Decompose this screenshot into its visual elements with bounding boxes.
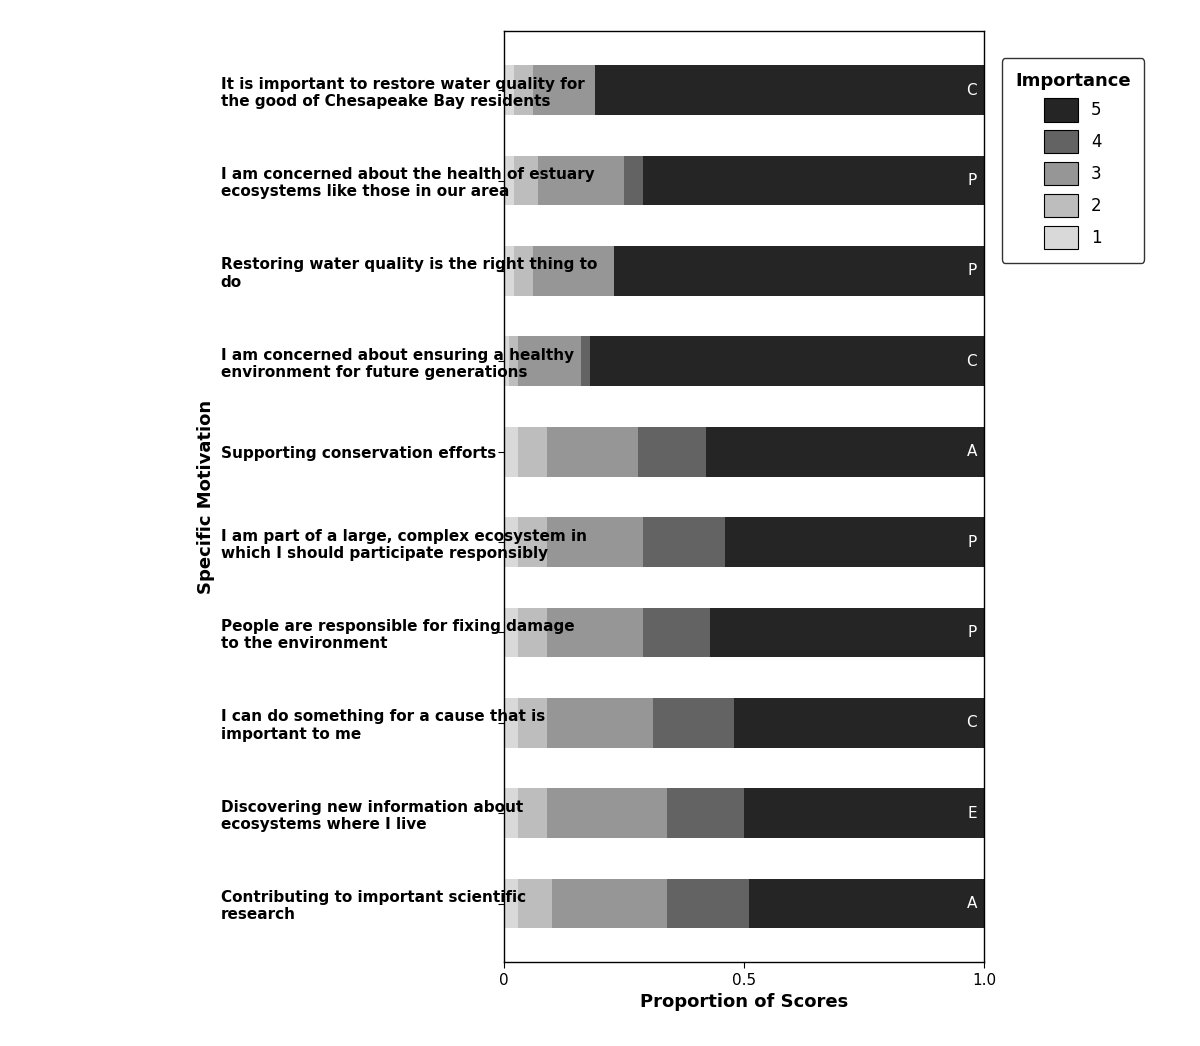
Bar <box>643 156 984 205</box>
Bar <box>514 65 533 115</box>
Bar <box>533 65 595 115</box>
Bar <box>518 879 552 929</box>
Bar <box>638 427 706 477</box>
Bar <box>533 246 614 296</box>
Bar <box>504 608 518 657</box>
Bar <box>706 427 984 477</box>
Bar <box>504 156 514 205</box>
Bar <box>744 789 984 838</box>
Bar <box>725 517 984 567</box>
Bar <box>518 608 547 657</box>
Bar <box>518 517 547 567</box>
Text: C: C <box>966 354 977 369</box>
Bar <box>710 608 984 657</box>
Bar <box>518 789 547 838</box>
X-axis label: Proportion of Scores: Proportion of Scores <box>640 994 848 1011</box>
Text: C: C <box>966 83 977 97</box>
Bar <box>504 879 518 929</box>
Bar <box>667 879 749 929</box>
Bar <box>547 608 643 657</box>
Bar <box>538 156 624 205</box>
Bar <box>504 427 518 477</box>
Bar <box>518 427 547 477</box>
Text: P: P <box>967 535 977 549</box>
Bar <box>667 789 744 838</box>
Bar <box>504 698 518 748</box>
Text: P: P <box>967 624 977 640</box>
Bar <box>643 608 710 657</box>
Bar <box>624 156 643 205</box>
Text: C: C <box>966 715 977 730</box>
Y-axis label: Specific Motivation: Specific Motivation <box>197 400 215 594</box>
Bar <box>595 65 984 115</box>
Bar <box>590 337 984 386</box>
Bar <box>653 698 734 748</box>
Bar <box>643 517 725 567</box>
Bar <box>504 65 514 115</box>
Bar <box>509 337 518 386</box>
Bar <box>514 156 538 205</box>
Legend: 5, 4, 3, 2, 1: 5, 4, 3, 2, 1 <box>1002 59 1145 263</box>
Bar <box>581 337 590 386</box>
Bar <box>547 517 643 567</box>
Text: P: P <box>967 173 977 188</box>
Bar <box>552 879 667 929</box>
Bar <box>547 427 638 477</box>
Bar <box>547 789 667 838</box>
Text: A: A <box>966 896 977 911</box>
Bar <box>749 879 984 929</box>
Bar <box>504 246 514 296</box>
Bar <box>504 517 518 567</box>
Bar <box>504 789 518 838</box>
Bar <box>518 698 547 748</box>
Bar <box>504 337 509 386</box>
Bar <box>547 698 653 748</box>
Text: P: P <box>967 264 977 278</box>
Text: A: A <box>966 445 977 459</box>
Bar <box>514 246 533 296</box>
Bar <box>734 698 984 748</box>
Bar <box>518 337 581 386</box>
Bar <box>614 246 984 296</box>
Text: E: E <box>967 805 977 821</box>
